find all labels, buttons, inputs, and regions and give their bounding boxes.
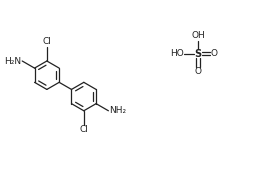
Text: OH: OH [191, 31, 205, 40]
Text: S: S [194, 49, 201, 59]
Text: O: O [211, 49, 218, 58]
Text: Cl: Cl [43, 37, 51, 46]
Text: Cl: Cl [79, 125, 88, 134]
Text: HO: HO [170, 49, 184, 58]
Text: O: O [194, 67, 201, 76]
Text: NH₂: NH₂ [109, 106, 126, 115]
Text: H₂N: H₂N [4, 57, 22, 66]
